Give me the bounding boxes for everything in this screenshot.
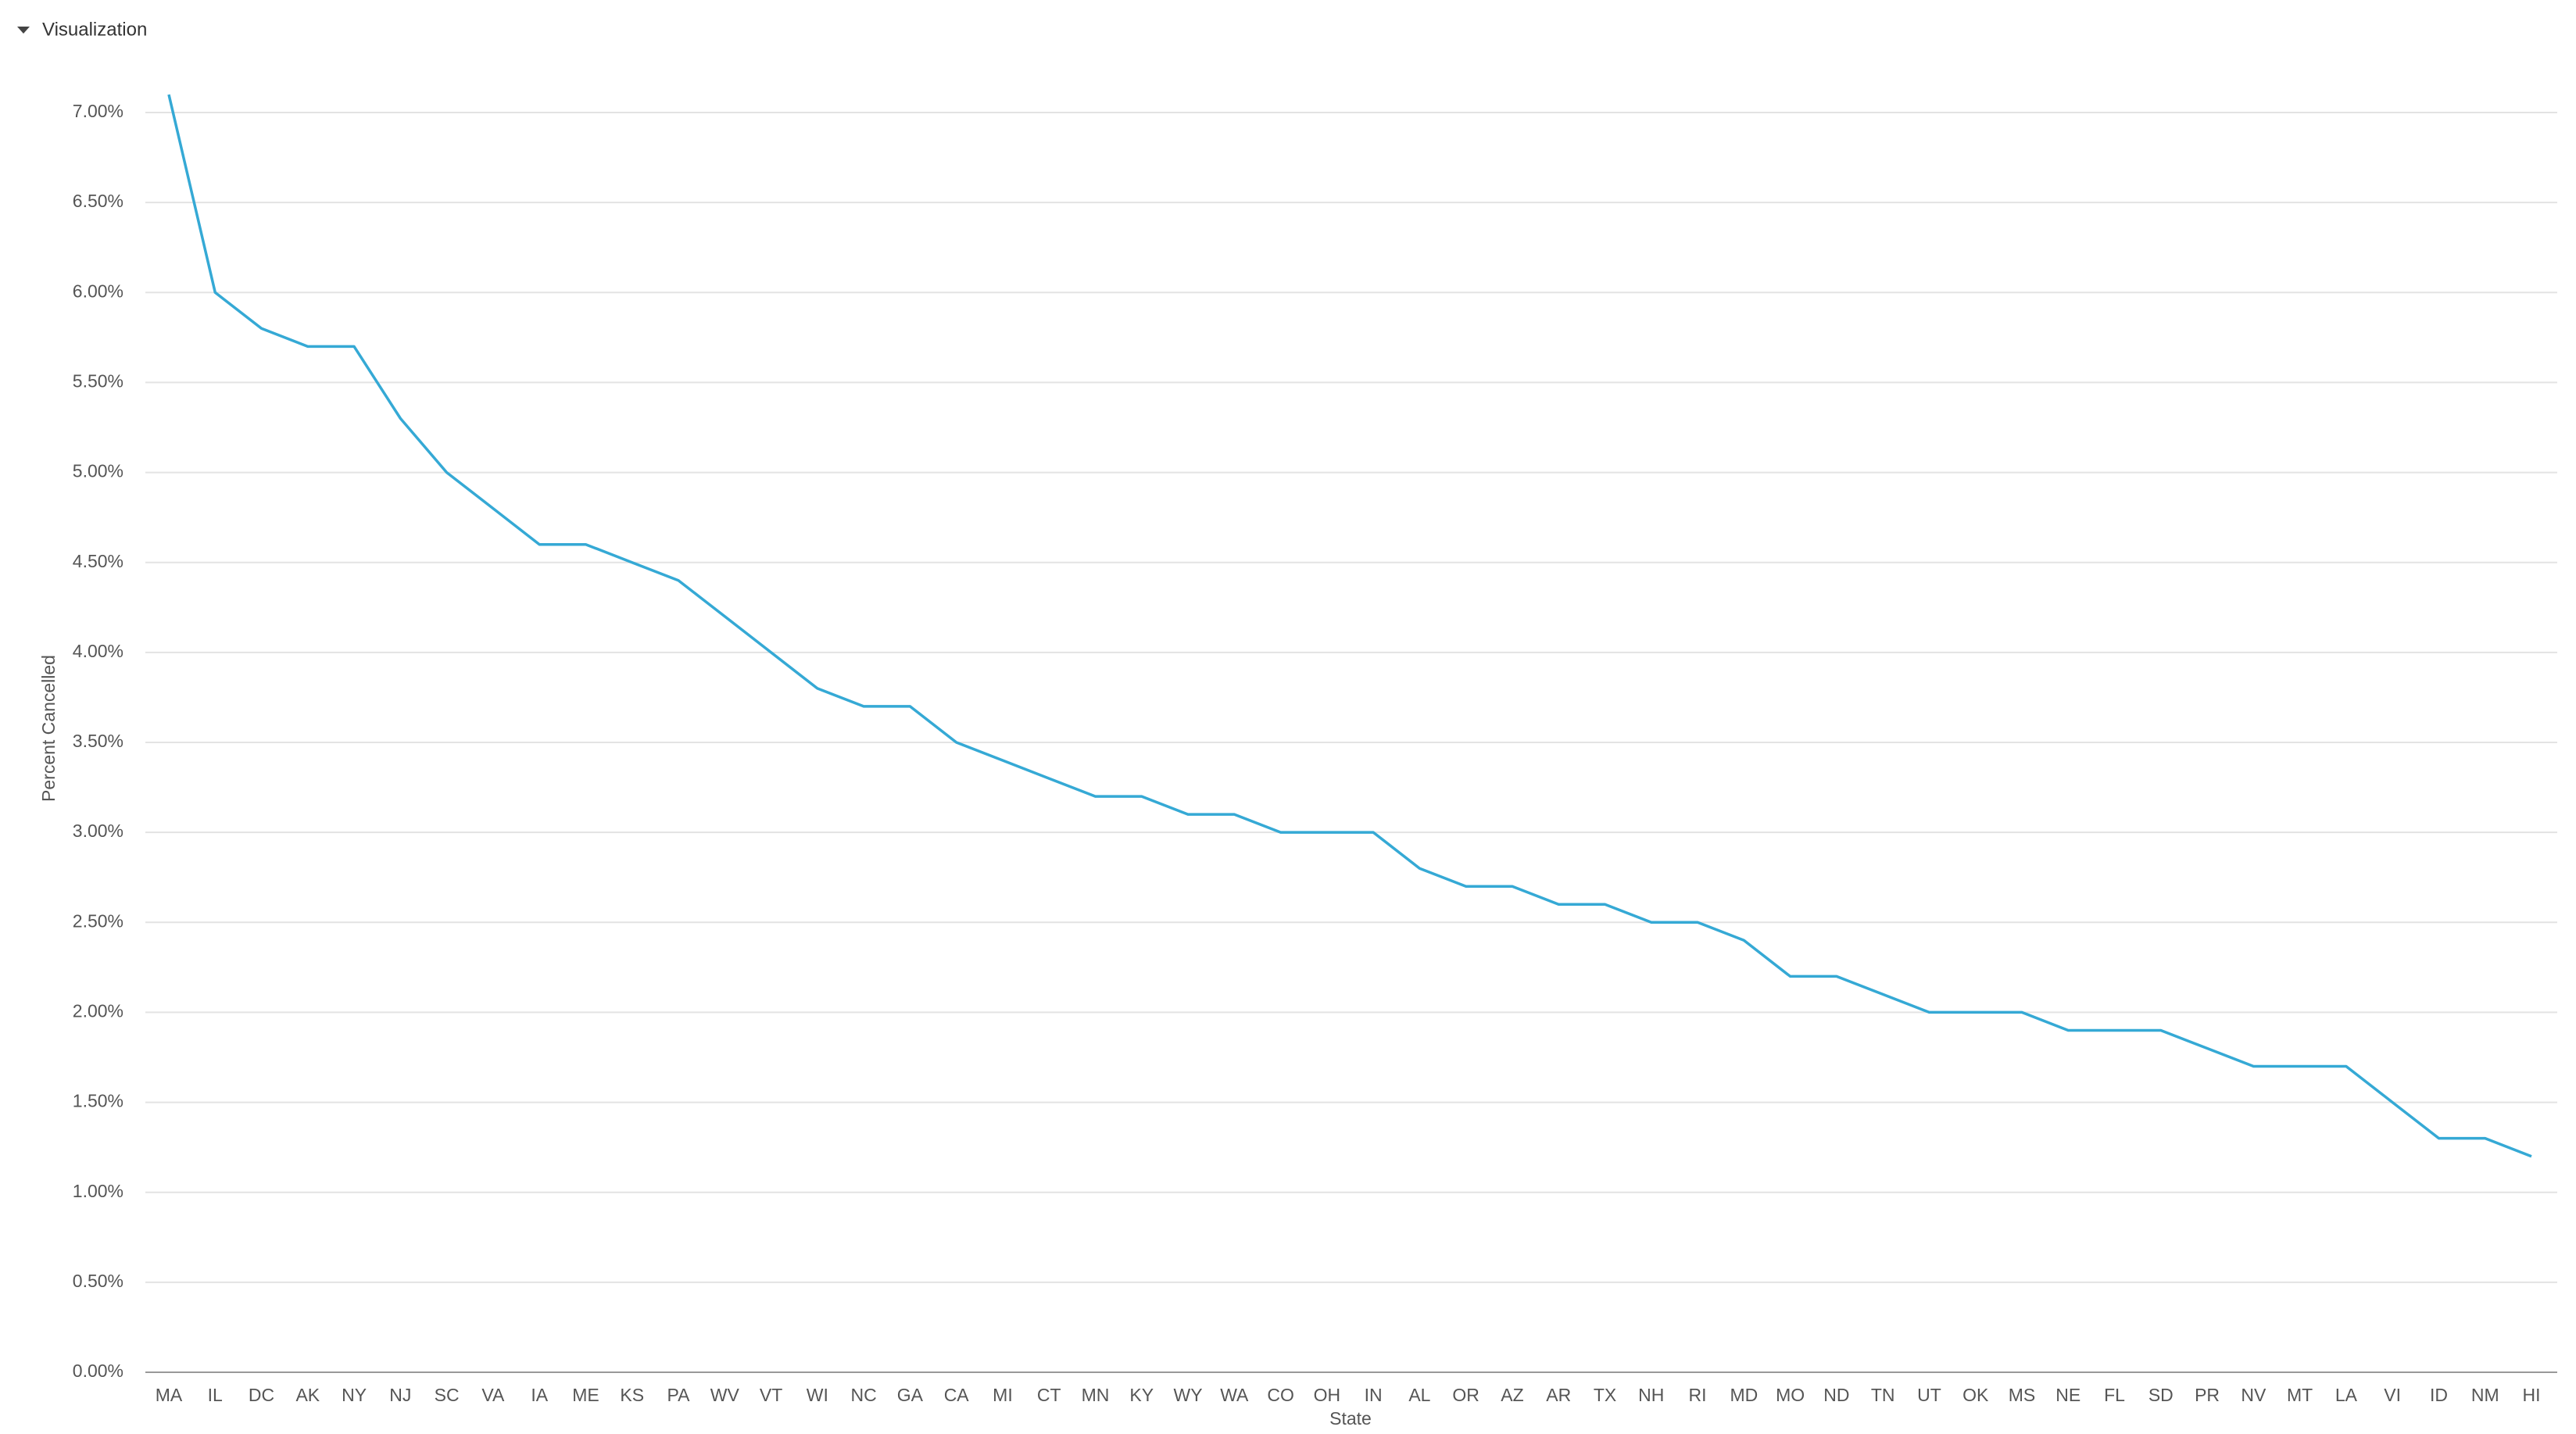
x-axis-title: State — [1329, 1408, 1372, 1429]
y-tick-label: 1.00% — [73, 1181, 123, 1201]
x-tick-label: RI — [1689, 1385, 1707, 1405]
x-tick-label: VA — [481, 1385, 505, 1405]
y-tick-label: 5.00% — [73, 461, 123, 481]
x-tick-label: PR — [2195, 1385, 2220, 1405]
x-tick-label: CT — [1037, 1385, 1061, 1405]
y-tick-label: 3.50% — [73, 731, 123, 751]
x-tick-label: HI — [2523, 1385, 2541, 1405]
y-tick-label: 5.50% — [73, 371, 123, 392]
x-tick-label: CO — [1267, 1385, 1294, 1405]
x-tick-label: AR — [1546, 1385, 1571, 1405]
x-tick-label: GA — [897, 1385, 924, 1405]
x-tick-label: NE — [2055, 1385, 2080, 1405]
x-tick-label: WA — [1220, 1385, 1249, 1405]
y-tick-label: 6.50% — [73, 191, 123, 211]
x-tick-label: NM — [2471, 1385, 2499, 1405]
x-tick-label: OH — [1314, 1385, 1341, 1405]
y-tick-label: 4.00% — [73, 641, 123, 661]
x-tick-label: NV — [2241, 1385, 2267, 1405]
x-tick-label: OK — [1962, 1385, 1989, 1405]
x-tick-label: IN — [1365, 1385, 1383, 1405]
collapse-icon[interactable] — [17, 27, 30, 34]
x-tick-label: MS — [2009, 1385, 2036, 1405]
x-tick-label: PA — [667, 1385, 691, 1405]
x-tick-label: VT — [760, 1385, 782, 1405]
x-tick-label: TX — [1594, 1385, 1616, 1405]
y-tick-label: 1.50% — [73, 1091, 123, 1111]
x-tick-label: UT — [1917, 1385, 1941, 1405]
x-tick-label: CA — [944, 1385, 970, 1405]
x-tick-label: SC — [435, 1385, 460, 1405]
x-tick-label: MN — [1082, 1385, 1110, 1405]
y-tick-label: 0.00% — [73, 1361, 123, 1381]
x-tick-label: VI — [2384, 1385, 2401, 1405]
x-tick-label: NJ — [389, 1385, 411, 1405]
x-tick-label: AL — [1408, 1385, 1430, 1405]
x-tick-label: ID — [2430, 1385, 2448, 1405]
x-tick-label: MA — [156, 1385, 183, 1405]
x-tick-label: MI — [993, 1385, 1013, 1405]
x-tick-label: MD — [1730, 1385, 1758, 1405]
x-tick-label: MO — [1776, 1385, 1805, 1405]
x-tick-label: DC — [249, 1385, 274, 1405]
x-tick-label: NY — [342, 1385, 367, 1405]
x-tick-label: AK — [295, 1385, 320, 1405]
y-tick-label: 3.00% — [73, 821, 123, 841]
x-tick-label: KS — [620, 1385, 644, 1405]
y-tick-label: 2.00% — [73, 1001, 123, 1021]
y-tick-label: 0.50% — [73, 1271, 123, 1291]
x-tick-label: WY — [1174, 1385, 1203, 1405]
x-tick-label: FL — [2104, 1385, 2125, 1405]
x-tick-label: NC — [851, 1385, 877, 1405]
y-tick-label: 6.00% — [73, 281, 123, 301]
x-tick-label: OR — [1452, 1385, 1479, 1405]
x-tick-label: MT — [2287, 1385, 2313, 1405]
y-axis-title: Percent Cancelled — [38, 655, 59, 802]
y-tick-label: 2.50% — [73, 910, 123, 931]
x-tick-label: LA — [2335, 1385, 2358, 1405]
x-tick-label: IL — [208, 1385, 223, 1405]
x-tick-label: WI — [807, 1385, 828, 1405]
x-tick-label: IA — [531, 1385, 548, 1405]
x-tick-label: TN — [1871, 1385, 1895, 1405]
y-tick-label: 4.50% — [73, 551, 123, 571]
section-title[interactable]: Visualization — [42, 19, 147, 40]
x-tick-label: KY — [1129, 1385, 1154, 1405]
x-tick-label: ME — [572, 1385, 599, 1405]
x-tick-label: ND — [1823, 1385, 1849, 1405]
x-tick-label: WV — [710, 1385, 740, 1405]
x-tick-label: SD — [2148, 1385, 2174, 1405]
y-tick-label: 7.00% — [73, 101, 123, 121]
x-tick-label: AZ — [1501, 1385, 1523, 1405]
x-tick-label: NH — [1638, 1385, 1664, 1405]
data-line — [167, 94, 2532, 1158]
